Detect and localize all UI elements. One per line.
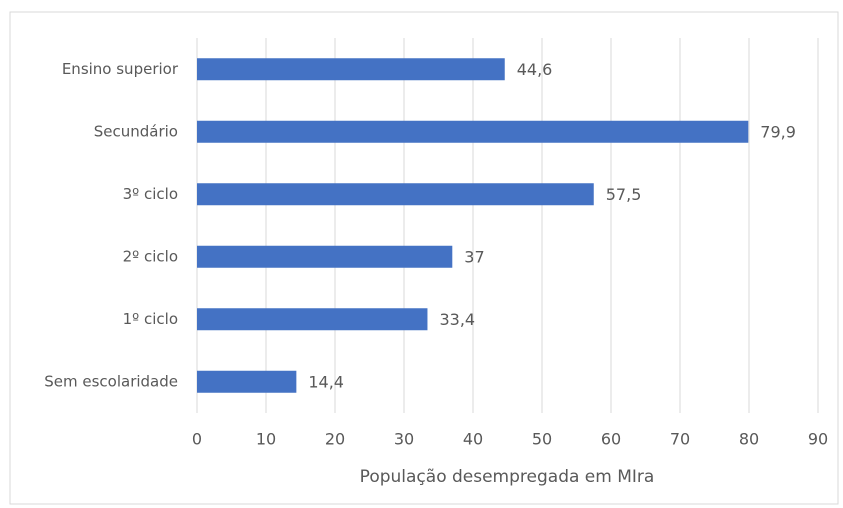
x-tick-label: 10 [256, 430, 276, 449]
bar [197, 183, 594, 206]
x-tick-label: 90 [808, 430, 828, 449]
x-tick-label: 40 [463, 430, 483, 449]
x-tick-label: 20 [325, 430, 345, 449]
data-label: 37 [464, 247, 484, 266]
y-tick-label: 3º ciclo [123, 185, 178, 203]
x-axis-label: População desempregada em MIra [360, 467, 655, 487]
data-label: 57,5 [606, 185, 642, 204]
y-tick-label: Sem escolaridade [44, 372, 178, 390]
y-tick-label: Secundário [94, 122, 178, 140]
bar [197, 308, 428, 331]
x-tick-label: 60 [601, 430, 621, 449]
y-tick-label: 1º ciclo [123, 310, 178, 328]
data-label: 44,6 [517, 60, 553, 79]
y-tick-label: Ensino superior [62, 60, 179, 78]
x-tick-label: 80 [739, 430, 759, 449]
data-label: 33,4 [439, 310, 475, 329]
x-tick-label: 70 [670, 430, 690, 449]
x-tick-label: 50 [532, 430, 552, 449]
y-tick-label: 2º ciclo [123, 247, 178, 265]
bar [197, 120, 749, 143]
bar [197, 245, 453, 268]
x-tick-label: 0 [192, 430, 202, 449]
data-label: 14,4 [308, 372, 344, 391]
x-tick-label: 30 [394, 430, 414, 449]
data-label: 79,9 [760, 122, 796, 141]
bar [197, 370, 297, 393]
bar [197, 58, 505, 81]
